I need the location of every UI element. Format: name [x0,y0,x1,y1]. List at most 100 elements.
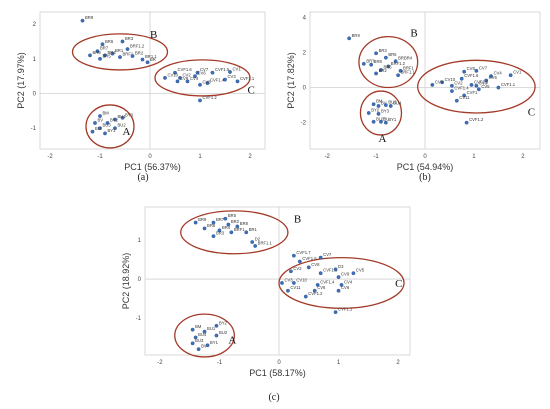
data-point [223,216,228,221]
data-point [286,288,290,293]
data-point-label: CV6 [317,285,326,290]
group-label-a: A [379,133,387,145]
data-point-label: BR3 [216,231,225,236]
data-point [214,323,219,328]
data-point-label: CV5 [481,84,490,89]
data-point-label: CV9 [435,79,444,84]
data-point-label: BY1 [388,117,397,122]
data-point [371,119,376,124]
data-point-label: BR1 [115,48,124,53]
data-point-label: BR7 [100,46,109,51]
data-point-label: BV [381,100,387,105]
panel-c: -2 -1 0 1 2 1 0 -1 PC1 (58.17%) PC2 (18.92%) A B C BR… [121,206,411,403]
data-point [347,36,352,41]
x-axis-label: PC1 (58.17%) [249,368,306,378]
data-point-label: CV10 [168,72,179,77]
data-point [163,75,167,80]
data-point-label: CV3 [284,277,293,282]
data-point [105,121,110,125]
data-point [383,55,388,60]
data-point-label: CVF1.1 [240,76,255,81]
data-point-label: CVF1.5 [215,67,230,72]
data-point-label: BRF1.1 [401,70,416,75]
y-tick-label: -2 [301,121,307,127]
data-point-label: CVF1.2 [469,117,484,122]
data-point-label: BR3 [379,48,388,53]
data-point [291,253,296,258]
data-point-label: BR2 [135,51,144,56]
data-point-label: BR2 [379,68,388,73]
data-point [388,104,393,108]
data-point-label: BR8 [374,59,383,64]
data-point [228,70,232,74]
data-point-label: CV4 [494,71,503,76]
data-point-label: BRF1 [123,52,134,57]
data-point [469,82,474,87]
y-axis-label: PC2 (17.82%) [286,52,296,109]
data-point [190,341,195,346]
data-point-label: CVF1.5 [323,268,338,273]
y-axis-label: PC2 (17.97%) [16,52,26,109]
data-point-label: CV7 [323,252,332,257]
data-point [476,87,481,92]
data-point [379,119,383,124]
data-point-label: BY2 [219,320,228,325]
data-point [333,267,338,272]
x-tick-label: 0 [277,360,281,366]
data-point-label: CVF1.2 [308,291,323,296]
data-point-label: BRF1.2 [391,61,406,66]
data-point [110,51,115,56]
data-point [88,53,92,58]
data-point-label: CV6 [198,71,207,76]
data-point [288,269,293,274]
data-point-label: BY3 [125,112,134,117]
data-point [140,57,145,62]
data-point [223,77,227,82]
data-point [374,51,378,56]
data-point-label: BR5 [383,64,392,69]
data-point [336,288,341,293]
data-point [250,240,255,244]
data-point-label: BR6 [207,223,216,228]
data-point [120,39,125,44]
data-point-label: BR2 [231,219,240,224]
x-tick-label: 0 [148,154,152,160]
data-point [454,98,459,103]
data-point [386,64,391,69]
data-point-label: CV11 [290,285,301,290]
data-point [193,335,198,340]
data-point-label: BR7 [366,58,375,63]
y-tick-label: 1 [33,57,37,63]
data-point-label: BR8 [240,221,249,226]
data-point-label: BR9 [198,217,207,222]
data-point-label: CVF1.4 [210,78,225,83]
data-point [113,126,117,131]
data-point [196,347,201,352]
data-point-label: CVF1.5 [474,79,489,84]
data-point [211,234,216,239]
data-point-label: BU4 [198,332,207,337]
group-label-b: B [294,214,301,226]
data-point-label: BRF1.1 [258,240,273,245]
data-point [462,69,467,74]
data-point-label: CV8 [203,79,212,84]
data-point [193,220,198,225]
x-tick-label: 1 [337,360,341,366]
data-point [366,111,371,115]
data-point-label: BR7 [216,217,225,222]
group-label-a: A [123,126,131,138]
data-point [211,220,216,225]
data-point [374,71,378,76]
y-tick-label: -1 [136,316,142,322]
x-axis-label: PC1 (56.37%) [124,162,181,172]
data-point [95,49,100,54]
data-point-label: BU4 [393,100,402,105]
data-point-label: CV7 [479,65,488,70]
data-point-label: CVF1.7 [296,250,311,255]
data-point [339,282,344,287]
data-point [336,275,341,280]
data-point-label: BR [150,57,156,62]
data-point [198,98,202,103]
data-point-label: CV9 [180,76,189,81]
data-point-label: CV4 [344,279,353,284]
